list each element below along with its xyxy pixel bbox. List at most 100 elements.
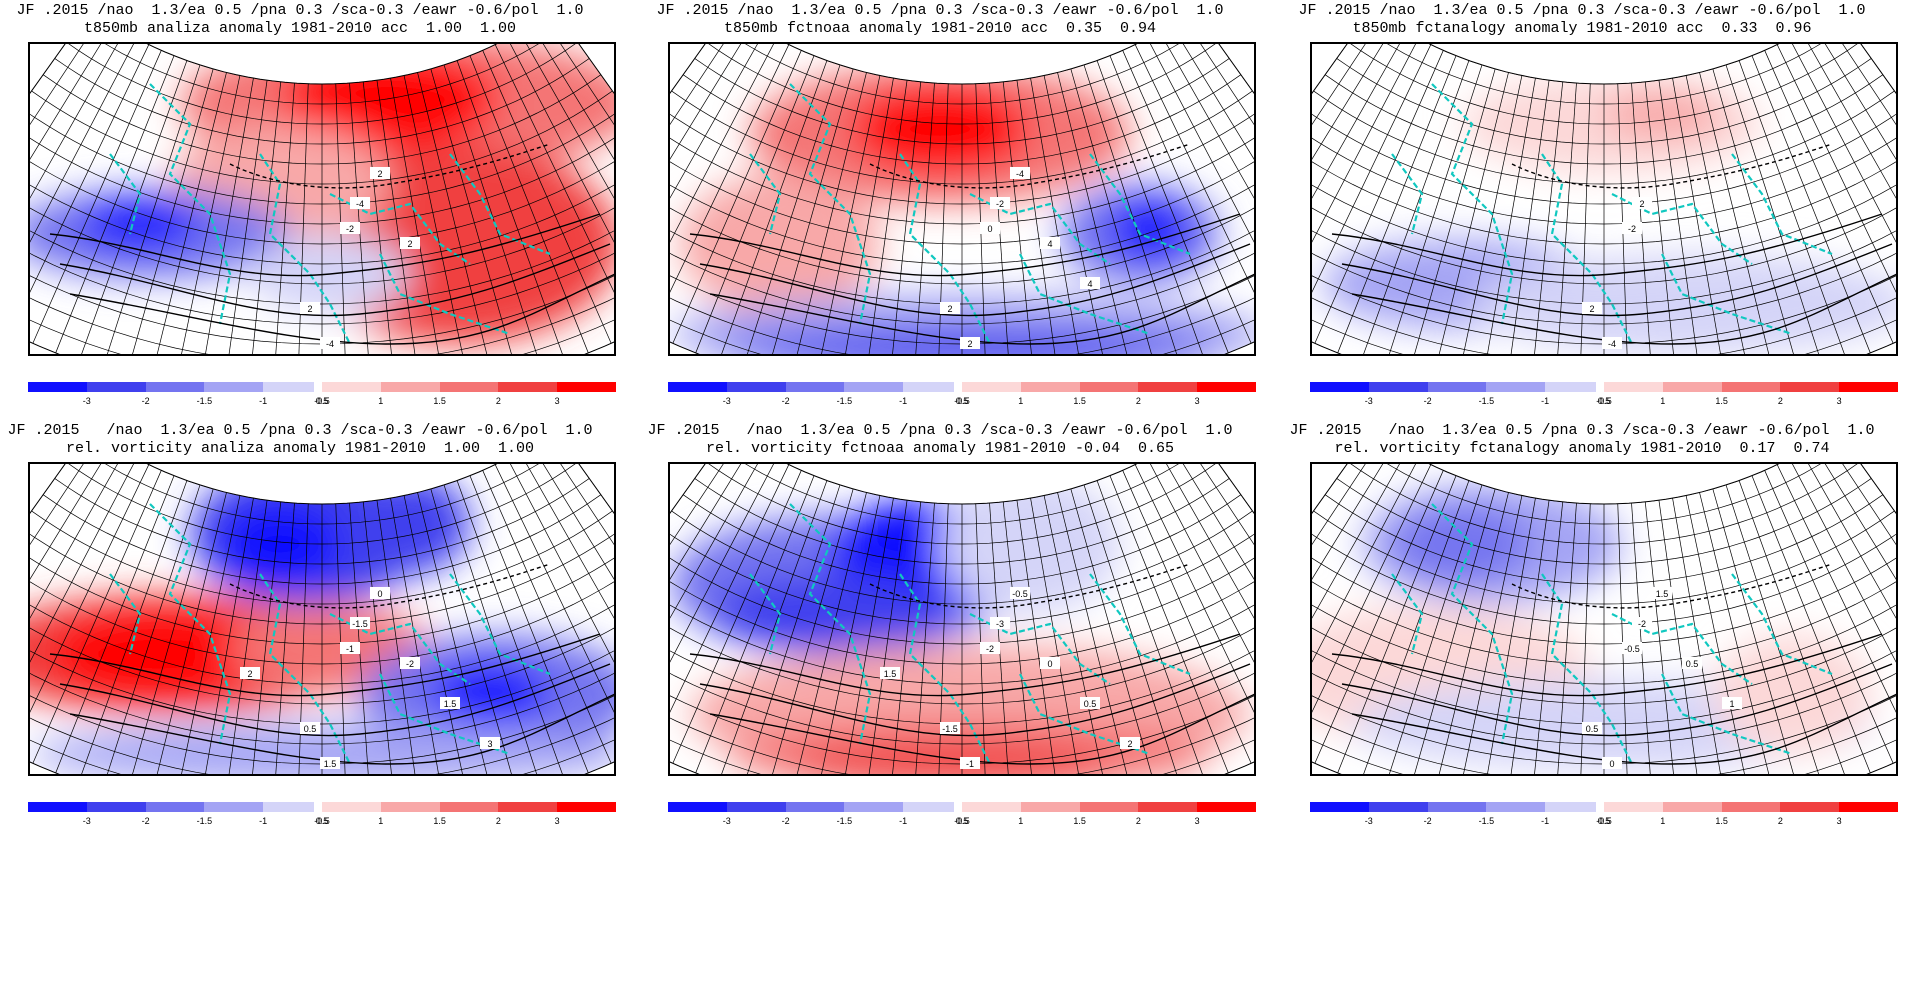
- contour-label: 2: [377, 169, 382, 179]
- colorbar-swatch: [1604, 802, 1663, 812]
- colorbar-tick-label: 2: [1135, 816, 1141, 826]
- contour-label: 0: [377, 589, 382, 599]
- contours: [689, 563, 1254, 765]
- contour-label-bg: [1622, 222, 1642, 234]
- colorbar-swatch: [726, 802, 786, 812]
- contour-label-bg: [940, 722, 960, 734]
- contour-label: 0.5: [1686, 659, 1699, 669]
- colorbar-swatch: [1138, 382, 1198, 392]
- colorbar-swatch: [1780, 382, 1840, 392]
- map-outline: [670, 464, 1254, 774]
- contour-label: -4: [356, 199, 364, 209]
- contour-label-bg: [1652, 587, 1672, 599]
- panel-title-line2: rel. vorticity analiza anomaly 1981-2010…: [65, 440, 535, 457]
- contour-label-bg: [1602, 337, 1622, 349]
- colorbar-tick-label: 1: [1018, 396, 1024, 406]
- colorbar-swatch: [1545, 382, 1596, 392]
- anomaly-map: -4 -2 2 -4 2 2: [30, 44, 614, 354]
- contour-label-bg: [1682, 657, 1702, 669]
- contour-label: 1: [1729, 699, 1734, 709]
- colorbar-swatch: [1138, 802, 1198, 812]
- colorbar-swatch: [962, 382, 1021, 392]
- colorbar-swatch: [1839, 802, 1898, 812]
- contour-label: -2: [406, 659, 414, 669]
- colorbar-swatch: [1721, 802, 1781, 812]
- colorbar: -3 -2 -1.5 -1 -0.5 0.5 1 1.5 2 3: [28, 382, 616, 412]
- colorbar-tick-label: -2: [141, 396, 150, 406]
- colorbar-swatch: [1662, 802, 1722, 812]
- anomaly-region: [850, 84, 1030, 174]
- colorbar-swatch: [498, 802, 558, 812]
- contour-label-bg: [320, 757, 340, 769]
- colorbar-tick-label: 2: [1777, 396, 1783, 406]
- map-outline: [1312, 44, 1896, 354]
- colorbar-tick-label: -1: [259, 816, 268, 826]
- contour-label: 2: [967, 339, 972, 349]
- contour-label: -4: [326, 339, 334, 349]
- colorbar-swatch: [557, 382, 616, 392]
- map-frame: -2 -0.5 0.5 0 1.5 0.5 1: [1310, 462, 1898, 776]
- panel-title-line2: rel. vorticity fctnoaa anomaly 1981-2010…: [705, 440, 1175, 457]
- colorbar-tick-label: -1.5: [1478, 396, 1495, 406]
- graticule: [1312, 44, 1896, 354]
- colorbar-swatch: [785, 802, 845, 812]
- contour-label-bg: [300, 302, 320, 314]
- contour-label: 2: [1127, 739, 1132, 749]
- colorbar-swatch: [380, 802, 440, 812]
- colorbar-tick-label: 3: [1836, 816, 1842, 826]
- panel-title-line2: t850mb analiza anomaly 1981-2010 acc 1.0…: [83, 20, 517, 37]
- panel-title-line1: JF .2015 /nao 1.3/ea 0.5 /pna 0.3 /sca-0…: [7, 422, 593, 439]
- colorbar-tick-label: 1: [1660, 816, 1666, 826]
- colorbar-swatch: [557, 802, 616, 812]
- panel-title-line2: t850mb fctanalogy anomaly 1981-2010 acc …: [1352, 20, 1812, 37]
- colorbar-tick-label: 3: [554, 396, 560, 406]
- colorbar-swatch: [785, 382, 845, 392]
- colorbar-swatch: [439, 382, 499, 392]
- colorbar-swatch: [668, 382, 727, 392]
- contour-label-bg: [1602, 757, 1622, 769]
- contour-label-bg: [980, 642, 1000, 654]
- contour-label-bg: [1582, 302, 1602, 314]
- colorbar-tick-label: -3: [82, 396, 91, 406]
- contour-label-bg: [990, 617, 1010, 629]
- colorbar-tick-label: 2: [495, 396, 501, 406]
- panel-title-line2: t850mb fctnoaa anomaly 1981-2010 acc 0.3…: [723, 20, 1157, 37]
- colorbar-swatch: [1427, 802, 1487, 812]
- contours: [1331, 143, 1896, 345]
- colorbar-tick-label: 1: [378, 816, 384, 826]
- colorbar-tick-label: -3: [722, 816, 731, 826]
- contour-label: -2: [1628, 224, 1636, 234]
- colorbar-swatch: [498, 382, 558, 392]
- colorbar-tick-label: -0.5: [314, 396, 330, 406]
- colorbar-tick-label: 0.5: [315, 816, 329, 826]
- contours: [49, 143, 614, 345]
- colorbar-tick-label: -3: [82, 816, 91, 826]
- contour-label: -2: [986, 644, 994, 654]
- contour-label-bg: [940, 302, 960, 314]
- contour-label-bg: [350, 197, 370, 209]
- colorbar-tick-label: -0.5: [1596, 396, 1612, 406]
- contour-label: 2: [1639, 199, 1644, 209]
- colorbar-tick-label: 1: [1660, 396, 1666, 406]
- panel-title-line1: JF .2015 /nao 1.3/ea 0.5 /pna 0.3 /sca-0…: [647, 422, 1233, 439]
- anomaly-region: [1392, 504, 1532, 584]
- contour-label: -3: [996, 619, 1004, 629]
- colorbar-tick-label: -2: [141, 816, 150, 826]
- contour-label: 2: [947, 304, 952, 314]
- contour-label-bg: [1010, 167, 1030, 179]
- map-frame: -1.5 -1 0.5 1.5 0 -2 1.5 2 3: [28, 462, 616, 776]
- anomaly-region: [50, 609, 270, 699]
- map-frame: 2 -2 2 -4: [1310, 42, 1898, 356]
- colorbar-tick-label: 2: [1777, 816, 1783, 826]
- contour-label-bg: [440, 697, 460, 709]
- colorbar-tick-label: -1: [1541, 396, 1550, 406]
- colorbar-swatch: [726, 382, 786, 392]
- colorbar-swatch: [380, 382, 440, 392]
- contour-label: 1.5: [1656, 589, 1669, 599]
- contour-label-bg: [300, 722, 320, 734]
- colorbar-tick-label: -1.5: [196, 396, 213, 406]
- map-frame: -2 0 2 2 -4 4 4: [668, 42, 1256, 356]
- contour-label-bg: [1120, 737, 1140, 749]
- colorbar-tick-label: -0.5: [954, 396, 970, 406]
- contour-label-bg: [960, 757, 980, 769]
